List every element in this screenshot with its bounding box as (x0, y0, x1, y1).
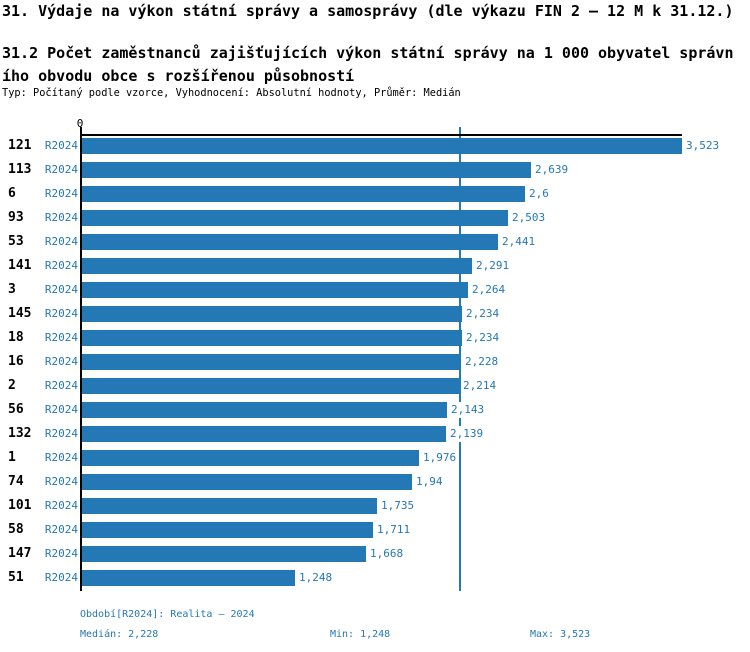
row-id-label: 147 (8, 546, 32, 561)
row-period-label: R2024 (44, 475, 78, 488)
row-period-label: R2024 (44, 499, 78, 512)
row-id-label: 6 (8, 186, 16, 201)
row-period-label: R2024 (44, 523, 78, 536)
bar-value-label: 2,639 (533, 162, 571, 178)
chart-subtitle-line1: 31.2 Počet zaměstnanců zajišťujících výk… (2, 44, 734, 62)
bar (82, 450, 419, 466)
row-period-label: R2024 (44, 355, 78, 368)
row-period-label: R2024 (44, 403, 78, 416)
row-id-label: 2 (8, 378, 16, 393)
row-id-label: 93 (8, 210, 24, 225)
chart-meta-line: Typ: Počítaný podle vzorce, Vyhodnocení:… (2, 87, 461, 99)
row-id-label: 56 (8, 402, 24, 417)
row-id-label: 18 (8, 330, 24, 345)
bar-value-label: 3,523 (684, 138, 722, 154)
bar (82, 234, 498, 250)
row-id-label: 1 (8, 450, 16, 465)
x-axis-zero-tick-label: 0 (76, 117, 84, 130)
chart-subtitle: 31.2 Počet zaměstnanců zajišťujících výk… (2, 42, 734, 88)
bar-value-label: 1,94 (414, 474, 445, 490)
bar-value-label: 2,291 (474, 258, 512, 274)
bar-value-label: 2,214 (461, 378, 499, 394)
bar-value-label: 2,503 (510, 210, 548, 226)
bar (82, 162, 531, 178)
bar-value-label: 1,668 (368, 546, 406, 562)
row-id-label: 3 (8, 282, 16, 297)
footer-period-label: Období[R2024]: Realita – 2024 (80, 609, 255, 620)
bar-value-label: 2,264 (470, 282, 508, 298)
row-period-label: R2024 (44, 283, 78, 296)
bar (82, 426, 446, 442)
row-period-label: R2024 (44, 307, 78, 320)
bar-value-label: 1,248 (297, 570, 335, 586)
row-period-label: R2024 (44, 187, 78, 200)
row-id-label: 58 (8, 522, 24, 537)
row-id-label: 53 (8, 234, 24, 249)
bar-value-label: 2,6 (527, 186, 551, 202)
x-axis-top-line (80, 134, 682, 136)
bar-value-label: 2,441 (500, 234, 538, 250)
row-period-label: R2024 (44, 259, 78, 272)
row-id-label: 141 (8, 258, 32, 273)
bar-value-label: 1,711 (375, 522, 413, 538)
bar (82, 354, 461, 370)
row-period-label: R2024 (44, 379, 78, 392)
footer-max-label: Max: 3,523 (530, 629, 591, 640)
footer-median-label: Medián: 2,228 (80, 629, 159, 640)
row-id-label: 74 (8, 474, 24, 489)
bar (82, 498, 377, 514)
bar-value-label: 2,234 (464, 306, 502, 322)
row-period-label: R2024 (44, 547, 78, 560)
bar (82, 570, 295, 586)
page-title: 31. Výdaje na výkon státní správy a samo… (2, 2, 734, 20)
bar (82, 474, 412, 490)
footer-min-label: Min: 1,248 (330, 629, 391, 640)
bar (82, 282, 468, 298)
row-id-label: 132 (8, 426, 32, 441)
row-id-label: 16 (8, 354, 24, 369)
bar (82, 522, 373, 538)
bar (82, 330, 462, 346)
row-period-label: R2024 (44, 139, 78, 152)
row-id-label: 121 (8, 138, 32, 153)
row-period-label: R2024 (44, 163, 78, 176)
bar (82, 306, 462, 322)
row-period-label: R2024 (44, 571, 78, 584)
bar (82, 546, 366, 562)
row-id-label: 145 (8, 306, 32, 321)
bar (82, 402, 447, 418)
chart-subtitle-line2: ího obvodu obce s rozšířenou působností (2, 67, 355, 85)
bar-value-label: 2,143 (449, 402, 487, 418)
bar-value-label: 2,228 (463, 354, 501, 370)
row-period-label: R2024 (44, 451, 78, 464)
bar-value-label: 2,234 (464, 330, 502, 346)
bar (82, 210, 508, 226)
chart-plot-area: 121 R2024 3,523 113 R2024 2,639 6 R2024 2,6 93 R20… (0, 127, 750, 591)
bar (82, 378, 459, 394)
row-id-label: 113 (8, 162, 32, 177)
bar (82, 138, 682, 154)
bar (82, 258, 472, 274)
bar-value-label: 1,976 (421, 450, 459, 466)
row-id-label: 101 (8, 498, 32, 513)
row-period-label: R2024 (44, 427, 78, 440)
row-id-label: 51 (8, 570, 24, 585)
row-period-label: R2024 (44, 235, 78, 248)
y-axis-line (80, 127, 82, 591)
bar-value-label: 2,139 (448, 426, 486, 442)
bar (82, 186, 525, 202)
row-period-label: R2024 (44, 211, 78, 224)
bar-value-label: 1,735 (379, 498, 417, 514)
row-period-label: R2024 (44, 331, 78, 344)
